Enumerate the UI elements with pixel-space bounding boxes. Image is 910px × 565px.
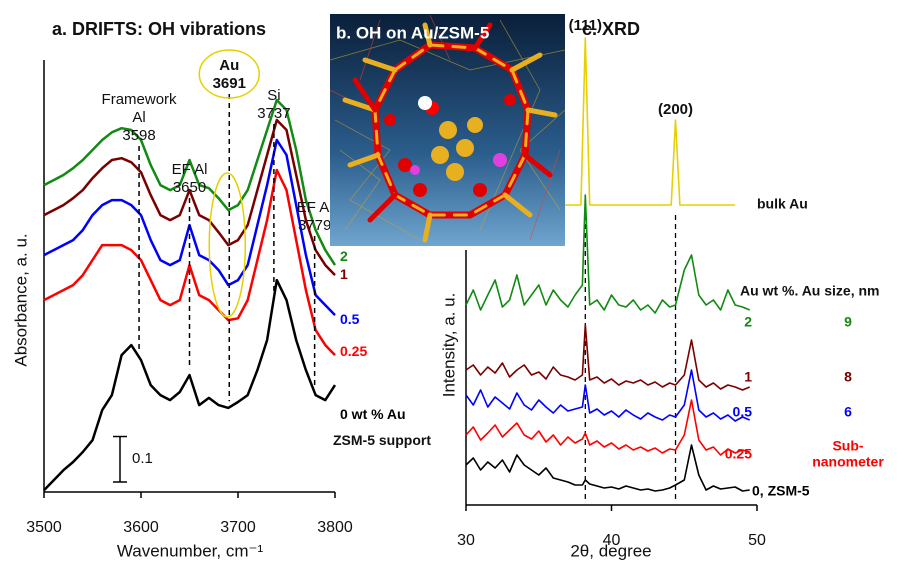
- panel-b: b. OH on Au/ZSM-5: [329, 14, 566, 246]
- peak-position: 3598: [122, 127, 155, 144]
- x-tick-label: 3800: [317, 519, 353, 536]
- size-label: Sub-: [832, 438, 863, 454]
- data-line: [43, 278, 337, 492]
- data-line: [43, 118, 336, 276]
- data-line: [465, 399, 750, 456]
- note: ZSM-5 support: [333, 432, 431, 448]
- data-line: [465, 444, 750, 492]
- data-line: [465, 369, 751, 422]
- series-label: bulk Au: [757, 196, 808, 212]
- highlight: [198, 49, 261, 99]
- series-label: 0.5: [340, 311, 360, 327]
- peak-label: EF Al: [172, 161, 208, 178]
- panel-a: a. DRIFTS: OH vibrations Absorbance, a. …: [11, 19, 431, 561]
- y-axis-label: Intensity, a. u.: [439, 293, 458, 398]
- series-label: 2: [744, 314, 752, 330]
- x-tick-label: 30: [457, 532, 475, 549]
- peak-label: (200): [658, 101, 693, 118]
- table-header: Au wt %. Au size, nm: [740, 283, 880, 299]
- series-label: 2: [340, 248, 348, 264]
- peak-label: (111): [569, 17, 602, 34]
- size-label: 6: [844, 404, 852, 420]
- data-line: [465, 324, 751, 391]
- peak-label: Si: [267, 87, 280, 104]
- data-line: [465, 194, 751, 314]
- size-label: nanometer: [812, 454, 884, 470]
- scale-label: 0.1: [132, 450, 153, 467]
- panel-b-title: b. OH on Au/ZSM-5: [336, 23, 489, 42]
- x-tick-label: 40: [603, 532, 621, 549]
- series-label: 0.25: [725, 446, 752, 462]
- y-axis-label: Absorbance, a. u.: [11, 233, 30, 366]
- size-label: 9: [844, 314, 852, 330]
- peak-position: 3737: [257, 105, 290, 122]
- peak-label: EF Al: [297, 199, 333, 216]
- peak-position: 3779: [298, 217, 331, 234]
- data-line: [466, 37, 736, 206]
- peak-position: 3650: [173, 179, 206, 196]
- highlight: [208, 172, 247, 318]
- series-label: 1: [340, 266, 348, 282]
- size-label: 8: [844, 369, 852, 385]
- zeolite-ring: [342, 22, 558, 243]
- panel-a-title: a. DRIFTS: OH vibrations: [52, 19, 266, 39]
- data-line: [43, 98, 337, 266]
- series-label: 0.25: [340, 343, 367, 359]
- panel-c-title: c. XRD: [582, 19, 640, 39]
- peak-label: Au: [219, 57, 239, 74]
- x-tick-label: 3700: [220, 519, 256, 536]
- series-label: 1: [744, 369, 752, 385]
- peak-position: 3691: [213, 75, 246, 92]
- series-label: 0 wt % Au: [340, 406, 406, 422]
- x-tick-label: 50: [748, 532, 766, 549]
- series-label: 0.5: [733, 404, 753, 420]
- x-tick-label: 3500: [26, 519, 62, 536]
- peak-label: Framework: [102, 91, 178, 108]
- series-label: 0, ZSM-5: [752, 483, 810, 499]
- panel-c: c. XRD Intensity, a. u. 2θ, degree Au wt…: [439, 17, 884, 561]
- x-axis-label: 2θ, degree: [570, 541, 651, 560]
- atoms: [384, 94, 516, 197]
- x-tick-label: 3600: [123, 519, 159, 536]
- x-axis-label: Wavenumber, cm⁻¹: [117, 541, 264, 560]
- peak-label: Al: [132, 109, 145, 126]
